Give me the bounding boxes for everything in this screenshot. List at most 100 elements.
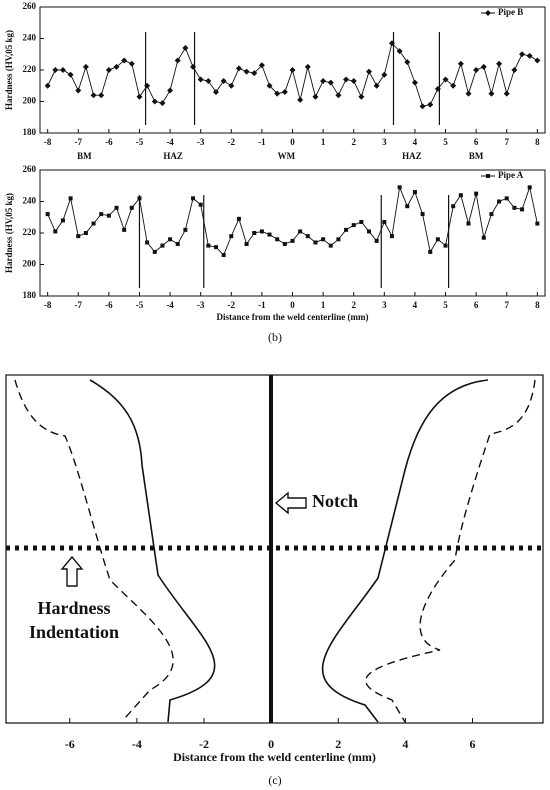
data-point <box>405 204 410 209</box>
data-point <box>373 82 380 89</box>
y-tick-label: 180 <box>23 290 37 300</box>
x-tick-label: -3 <box>197 137 205 147</box>
data-point <box>527 185 532 190</box>
data-point <box>76 234 81 239</box>
x-tick-label: -5 <box>136 137 144 147</box>
x-tick-label: -6 <box>65 737 75 751</box>
x-tick-label: 4 <box>413 300 418 310</box>
data-point <box>289 67 296 73</box>
data-point <box>335 92 342 99</box>
region-label: BM <box>77 151 92 161</box>
y-tick-label: 180 <box>23 127 37 137</box>
data-point <box>258 62 265 69</box>
x-tick-label: 4 <box>413 137 418 147</box>
x-tick-label: 2 <box>351 300 356 310</box>
data-point <box>136 93 143 100</box>
x-tick-label: 8 <box>535 137 540 147</box>
data-point <box>235 65 242 72</box>
data-point <box>328 243 333 248</box>
x-tick-label: 5 <box>443 300 448 310</box>
data-point <box>244 242 249 247</box>
y-axis-label: Hardness (HV,05 kg) <box>4 30 14 110</box>
data-point <box>350 78 357 85</box>
x-tick-label: 1 <box>321 300 326 310</box>
y-tick-label: 220 <box>23 227 37 237</box>
data-point <box>336 237 341 242</box>
legend-label: Pipe B <box>498 7 523 17</box>
region-label: HAZ <box>402 151 422 161</box>
data-point <box>160 243 165 248</box>
haz-boundary <box>365 379 536 723</box>
data-point <box>114 205 119 210</box>
data-point <box>98 92 105 99</box>
x-tick-label: 3 <box>382 300 387 310</box>
data-point <box>252 231 257 235</box>
data-point <box>321 237 326 242</box>
data-point <box>519 51 526 58</box>
data-point <box>236 216 241 221</box>
region-label: HAZ <box>163 151 183 161</box>
data-point <box>420 212 425 217</box>
x-tick-label: -7 <box>75 137 83 147</box>
data-point <box>282 242 287 247</box>
x-tick-label: -4 <box>166 137 174 147</box>
x-axis-label: Distance from the weld centerline (mm) <box>216 312 368 322</box>
data-point <box>481 235 486 240</box>
x-tick-label: 2 <box>351 137 356 147</box>
data-point <box>434 85 441 92</box>
data-point <box>358 93 365 100</box>
data-point <box>458 193 463 198</box>
data-point <box>183 227 188 232</box>
y-tick-label: 240 <box>23 33 37 43</box>
x-tick-label: 3 <box>382 137 387 147</box>
fusion-line <box>321 379 489 723</box>
data-point <box>496 60 503 67</box>
x-tick-label: 6 <box>474 137 479 147</box>
data-point <box>466 221 471 226</box>
data-point <box>396 48 403 55</box>
data-point <box>151 98 158 105</box>
data-point <box>106 213 111 218</box>
data-point <box>344 227 349 232</box>
data-point <box>327 79 334 86</box>
data-point <box>243 68 250 75</box>
data-point <box>198 202 203 207</box>
data-point <box>366 68 373 75</box>
data-point <box>520 207 525 212</box>
data-point <box>90 92 97 99</box>
data-point <box>191 196 196 201</box>
data-point <box>82 63 89 70</box>
data-point <box>105 67 112 73</box>
series-line <box>47 42 538 107</box>
region-label: BM <box>469 151 484 161</box>
data-point <box>281 89 288 96</box>
x-tick-label: -5 <box>136 300 144 310</box>
data-point <box>343 76 350 83</box>
x-tick-label: -2 <box>228 137 236 147</box>
data-point <box>221 253 226 258</box>
data-point <box>53 229 58 234</box>
data-point <box>428 249 433 254</box>
data-point <box>535 221 540 226</box>
y-tick-label: 220 <box>23 64 37 74</box>
data-point <box>60 218 65 223</box>
x-tick-label: -2 <box>228 300 236 310</box>
data-point <box>412 190 417 195</box>
data-point <box>174 57 181 64</box>
x-tick-label: -8 <box>44 137 52 147</box>
data-point <box>497 199 502 204</box>
data-point <box>228 82 235 89</box>
data-point <box>129 205 134 210</box>
data-point <box>274 90 281 97</box>
data-point <box>167 87 174 94</box>
x-tick-label: 6 <box>474 300 479 310</box>
x-tick-label: 1 <box>321 137 326 147</box>
data-point <box>298 229 303 234</box>
data-point <box>59 67 66 73</box>
data-point <box>175 242 180 247</box>
x-tick-label: 7 <box>504 137 509 147</box>
data-point <box>197 76 204 83</box>
data-point <box>351 223 356 228</box>
data-point <box>266 82 273 89</box>
data-point <box>427 101 434 108</box>
